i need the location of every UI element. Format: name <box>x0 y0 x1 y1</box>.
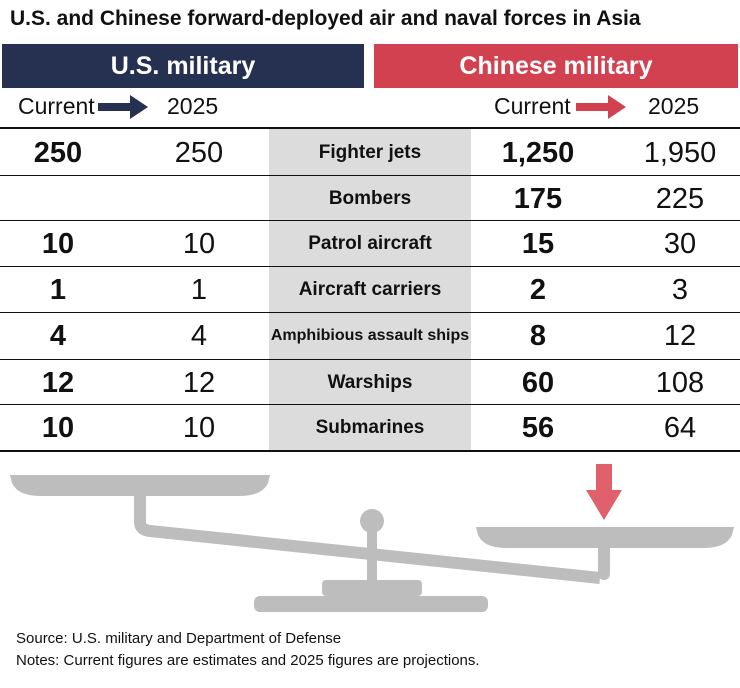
scale-stand <box>367 528 377 590</box>
row-divider <box>0 220 740 221</box>
us-2025-value: 4 <box>190 319 208 352</box>
cn-current-value: 175 <box>513 182 563 215</box>
us-2025-value: 10 <box>182 227 216 260</box>
row-divider <box>0 312 740 313</box>
us-2025-value <box>145 176 253 222</box>
category-label: Warships <box>327 372 413 393</box>
us-2025-value: 250 <box>174 136 224 169</box>
cn-current-value: 8 <box>529 319 547 352</box>
us-current-value <box>6 176 110 222</box>
category-label: Fighter jets <box>318 142 422 163</box>
cn-2025-value: 30 <box>663 227 697 260</box>
table-bottom-rule <box>0 450 740 452</box>
scale-pivot <box>360 509 384 533</box>
row-divider <box>0 266 740 267</box>
scale-beam <box>134 496 601 584</box>
us-military-header: U.S. military <box>2 44 364 88</box>
cn-current-value: 60 <box>521 366 555 399</box>
scale-base-upper <box>322 580 422 596</box>
cn-2025-value: 225 <box>655 182 705 215</box>
row-divider <box>0 175 740 176</box>
row-divider <box>0 404 740 405</box>
category-label: Patrol aircraft <box>308 233 432 254</box>
category-label: Submarines <box>315 417 425 438</box>
us-current-value: 12 <box>41 366 75 399</box>
cn-current-value: 15 <box>521 227 555 260</box>
notes-text: Notes: Current figures are estimates and… <box>16 652 480 669</box>
chart-title: U.S. and Chinese forward-deployed air an… <box>10 7 641 30</box>
cn-current-value: 2 <box>529 273 547 306</box>
table-top-rule <box>0 127 740 129</box>
us-2025-value: 10 <box>182 411 216 444</box>
cn-2025-value: 64 <box>663 411 697 444</box>
cn-scale-pan <box>476 527 734 548</box>
cn-current-label: Current <box>494 93 571 119</box>
us-current-value: 250 <box>33 136 83 169</box>
row-divider <box>0 359 740 360</box>
category-label: Bombers <box>328 188 412 209</box>
us-2025-value: 12 <box>182 366 216 399</box>
cn-2025-value: 12 <box>663 319 697 352</box>
us-current-value: 4 <box>49 319 67 352</box>
chinese-military-header: Chinese military <box>374 44 738 88</box>
us-2025-label: 2025 <box>167 93 219 119</box>
cn-2025-value: 1,950 <box>643 136 717 169</box>
balance-scale-illustration <box>10 464 734 612</box>
cn-current-value: 1,250 <box>501 136 575 169</box>
us-current-value: 10 <box>41 411 75 444</box>
cn-2025-label: 2025 <box>648 93 700 119</box>
cn-arrow-icon <box>576 95 626 119</box>
us-current-value: 1 <box>49 273 67 306</box>
cn-current-value: 56 <box>521 411 555 444</box>
category-label: Aircraft carriers <box>298 279 442 300</box>
us-scale-pan <box>10 475 270 496</box>
cn-2025-value: 108 <box>655 366 705 399</box>
scale-base <box>254 596 488 612</box>
category-label: Amphibious assault ships <box>270 327 470 344</box>
down-arrow-icon <box>596 464 612 492</box>
us-arrow-icon <box>98 95 148 119</box>
source-note: Source: U.S. military and Department of … <box>16 630 342 647</box>
cn-2025-value: 3 <box>671 273 689 306</box>
us-current-label: Current <box>18 93 95 119</box>
us-current-value: 10 <box>41 227 75 260</box>
us-2025-value: 1 <box>190 273 208 306</box>
category-band <box>269 129 471 451</box>
